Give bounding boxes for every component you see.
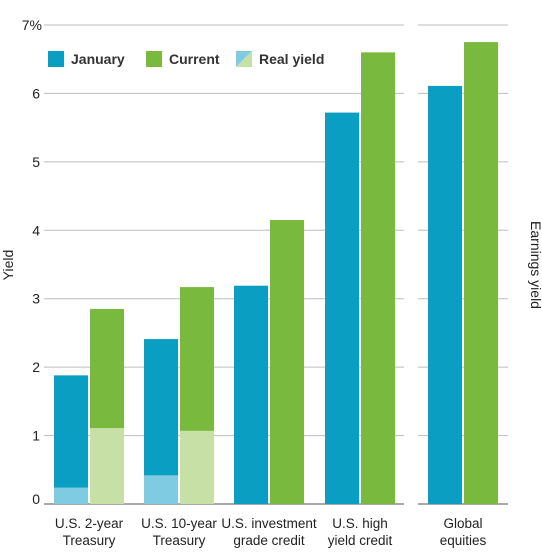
y-tick-label: 6 [32, 85, 40, 101]
y-axis-title-right: Earnings yield [528, 221, 542, 309]
y-tick-label: 4 [32, 222, 40, 238]
category-label: grade credit [233, 533, 305, 548]
category-label: Treasury [153, 533, 206, 548]
bar-real-yield-current [180, 430, 214, 504]
bars [54, 42, 498, 505]
legend-label: Real yield [259, 51, 324, 67]
category-label: U.S. 10-year [141, 516, 217, 531]
y-tick-label: 5 [32, 154, 40, 170]
legend-swatch-january [48, 51, 64, 67]
legend: January Current Real yield [48, 51, 324, 67]
legend-swatch-current [146, 51, 162, 67]
legend-label: January [71, 51, 125, 67]
axes: Yield Earnings yield 0 1 2 3 4 5 6 7% U.S. 2-yea… [0, 17, 542, 548]
bar-current [464, 42, 498, 504]
y-tick-label: 2 [32, 359, 40, 375]
y-axis-title: Yield [0, 250, 16, 281]
category-label: U.S. investment [221, 516, 317, 531]
y-tick-label: 7% [22, 17, 42, 33]
bar-january [234, 285, 268, 504]
bar-real-yield-january [144, 475, 178, 504]
category-label: yield credit [328, 533, 393, 548]
category-label: Global [443, 516, 482, 531]
category-label: Treasury [63, 533, 116, 548]
legend-swatch-real-yield-alt [236, 51, 252, 67]
legend-label: Current [169, 51, 220, 67]
y-tick-label: 3 [32, 291, 40, 307]
bar-current [270, 220, 304, 504]
bar-january [428, 85, 462, 504]
y-tick-label: 1 [32, 428, 40, 444]
y-tick-label: 0 [32, 491, 40, 507]
category-label: equities [440, 533, 487, 548]
bar-real-yield-current [90, 428, 124, 504]
category-label: U.S. high [332, 516, 388, 531]
bar-current [361, 52, 395, 504]
bar-real-yield-january [54, 487, 88, 504]
bar-january [325, 112, 359, 505]
category-label: U.S. 2-year [55, 516, 124, 531]
bar-january [54, 375, 88, 504]
